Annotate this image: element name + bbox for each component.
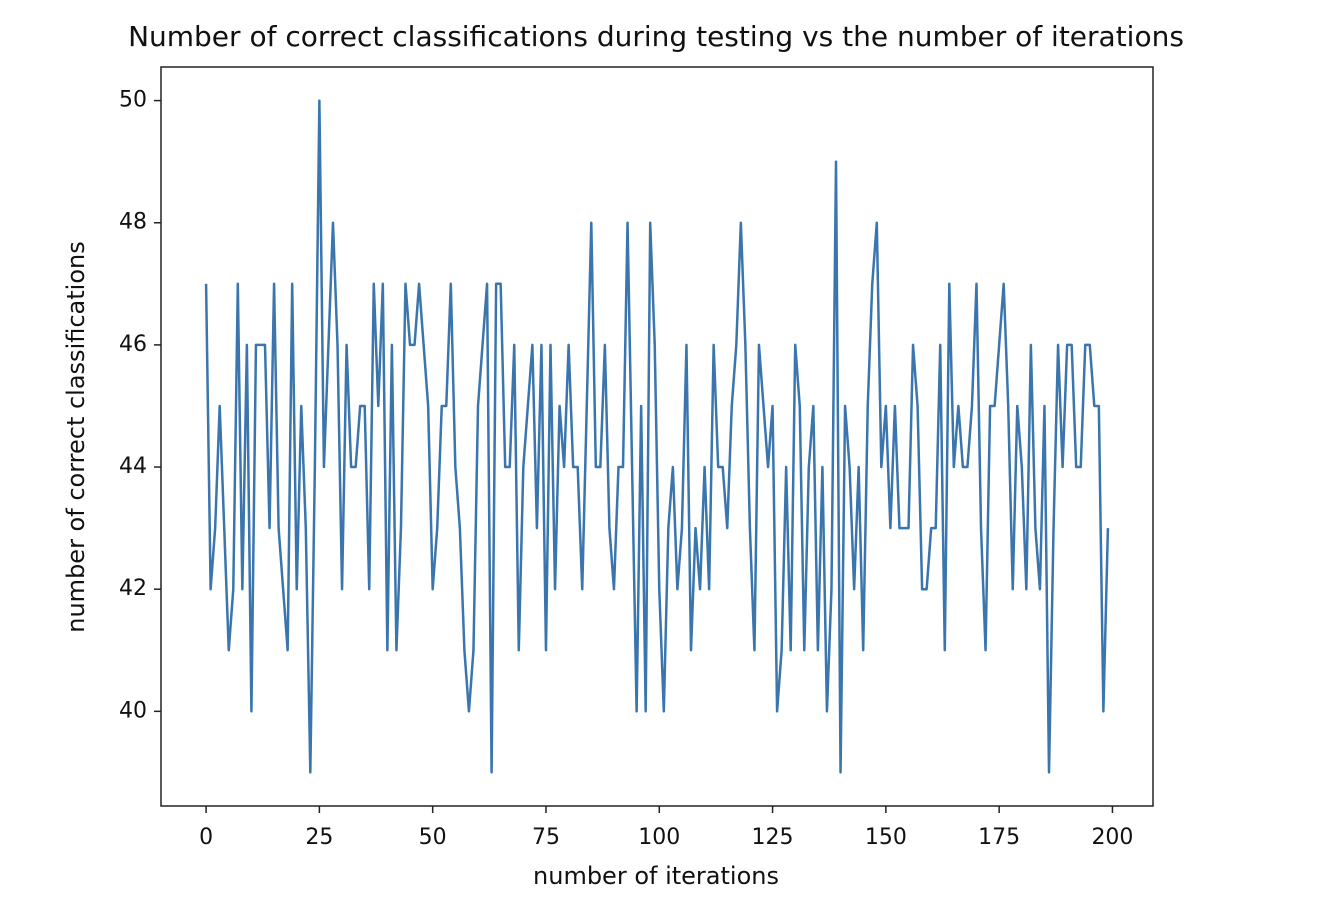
y-axis-label: number of correct classifications (62, 241, 90, 632)
y-tick-label: 42 (119, 576, 147, 601)
chart-title: Number of correct classifications during… (128, 20, 1184, 53)
x-tick-label: 100 (638, 825, 680, 850)
y-tick-label: 48 (119, 210, 147, 235)
x-tick-label: 175 (978, 825, 1020, 850)
y-tick-label: 40 (119, 698, 147, 723)
x-tick-label: 25 (305, 825, 333, 850)
x-tick-label: 200 (1091, 825, 1133, 850)
y-tick-label: 44 (119, 454, 147, 479)
x-tick-label: 0 (199, 825, 213, 850)
y-tick-label: 46 (119, 332, 147, 357)
y-tick-label: 50 (119, 88, 147, 113)
plot-frame (160, 66, 1154, 807)
x-tick-label: 150 (865, 825, 907, 850)
x-tick-label: 75 (532, 825, 560, 850)
x-tick-label: 50 (419, 825, 447, 850)
x-axis-label: number of iterations (533, 862, 779, 890)
data-line (204, 99, 1110, 774)
x-tick-label: 125 (752, 825, 794, 850)
